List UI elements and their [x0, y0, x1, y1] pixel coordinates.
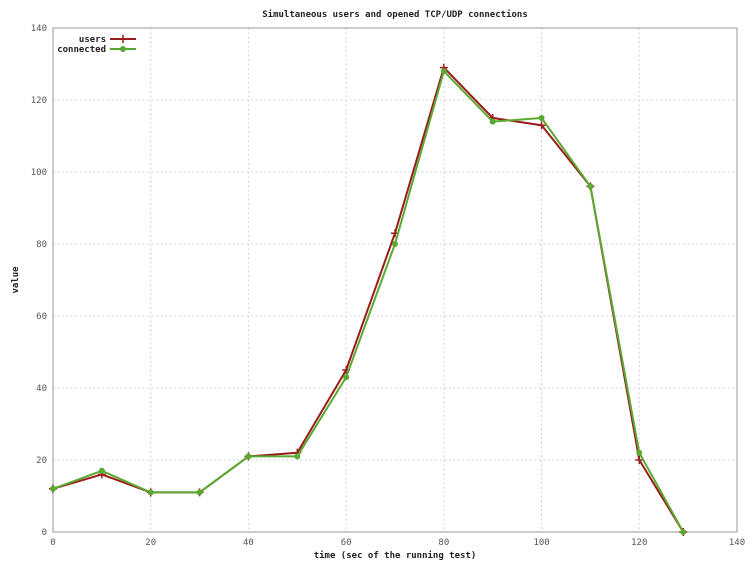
x-tick-label: 120 — [631, 538, 647, 548]
y-axis-label: value — [11, 266, 21, 294]
data-point-connected — [392, 241, 398, 247]
series-line-connected — [52, 70, 685, 533]
data-point-connected — [538, 115, 545, 121]
series-connected — [50, 68, 687, 535]
ticks: 0 20 40 60 80 100 120 140 0 20 40 60 80 100 120 140 — [31, 24, 745, 548]
data-point-connected — [294, 453, 301, 460]
series-line-users — [52, 66, 685, 533]
data-point-connected — [636, 449, 643, 456]
legend-label-users: users — [79, 35, 106, 45]
x-tick-label: 140 — [729, 538, 745, 548]
plot-frame — [52, 27, 738, 533]
data-point-connected — [147, 489, 154, 496]
series-group — [49, 63, 688, 536]
y-tick-label: 120 — [31, 96, 47, 106]
y-tick-label: 40 — [36, 384, 47, 394]
data-point-connected — [587, 183, 594, 190]
x-tick-label: 0 — [50, 538, 55, 548]
legend-label-connected: connected — [57, 45, 106, 55]
x-axis-label: time (sec of the running test) — [314, 550, 477, 561]
data-point-connected — [98, 467, 105, 474]
legend-marker-users — [119, 35, 127, 43]
y-tick-label: 20 — [36, 456, 47, 466]
data-point-connected — [50, 485, 56, 492]
y-tick-label: 140 — [31, 24, 47, 34]
x-tick-label: 100 — [533, 538, 549, 548]
legend-marker-connected — [120, 46, 126, 52]
data-point-connected — [343, 374, 350, 381]
series-users — [49, 63, 688, 536]
x-tick-label: 40 — [243, 538, 254, 548]
data-point-connected — [440, 68, 447, 75]
data-point-connected — [489, 118, 496, 125]
data-point-connected — [245, 453, 252, 460]
y-tick-label: 80 — [36, 240, 47, 250]
data-point-connected — [680, 529, 687, 535]
data-point-users — [537, 121, 546, 130]
x-tick-label: 20 — [145, 538, 156, 548]
y-tick-label: 0 — [42, 528, 47, 538]
x-tick-label: 80 — [438, 538, 449, 548]
chart-title: Simultaneous users and opened TCP/UDP co… — [262, 9, 528, 20]
data-point-users — [635, 456, 644, 464]
x-tick-label: 60 — [341, 538, 352, 548]
data-point-connected — [196, 489, 203, 496]
grid — [53, 28, 737, 532]
y-tick-label: 60 — [36, 312, 47, 322]
y-tick-label: 100 — [31, 168, 47, 178]
